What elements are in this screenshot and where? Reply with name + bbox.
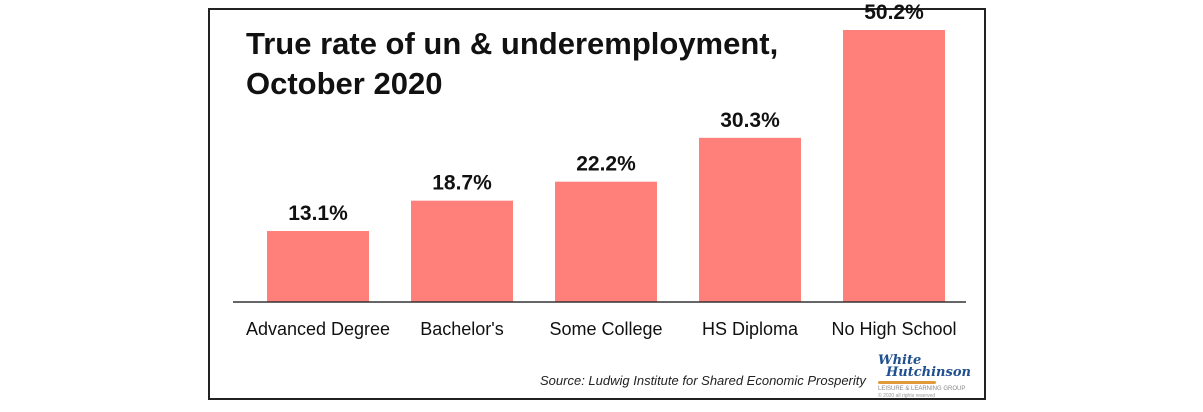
category-label-2: Some College bbox=[549, 319, 662, 339]
bar-1 bbox=[411, 200, 513, 302]
white-hutchinson-logo: White Hutchinson LEISURE & LEARNING GROU… bbox=[878, 353, 971, 399]
value-label-1: 18.7% bbox=[432, 172, 492, 195]
category-label-1: Bachelor's bbox=[420, 319, 503, 339]
logo-line-2: Hutchinson bbox=[886, 365, 971, 380]
value-label-4: 50.2% bbox=[864, 1, 924, 24]
value-label-0: 13.1% bbox=[288, 202, 348, 225]
category-label-0: Advanced Degree bbox=[246, 319, 390, 339]
logo-swoosh-icon bbox=[878, 381, 936, 384]
value-label-3: 30.3% bbox=[720, 109, 780, 132]
logo-line-4: © 2020 all rights reserved bbox=[878, 393, 936, 399]
chart-title: True rate of un & underemployment, Octob… bbox=[246, 24, 778, 104]
bar-2 bbox=[555, 181, 657, 302]
category-label-3: HS Diploma bbox=[702, 319, 799, 339]
bar-0 bbox=[267, 231, 369, 302]
bar-4 bbox=[843, 30, 945, 303]
chart-title-line-2: October 2020 bbox=[246, 66, 443, 101]
value-label-2: 22.2% bbox=[576, 153, 636, 176]
logo-line-3: LEISURE & LEARNING GROUP bbox=[878, 386, 966, 392]
chart-title-line-1: True rate of un & underemployment, bbox=[246, 26, 779, 61]
category-label-4: No High School bbox=[831, 319, 956, 339]
logo-line-1: White bbox=[878, 353, 922, 368]
bar-3 bbox=[699, 137, 801, 302]
source-note: Source: Ludwig Institute for Shared Econ… bbox=[540, 373, 866, 388]
